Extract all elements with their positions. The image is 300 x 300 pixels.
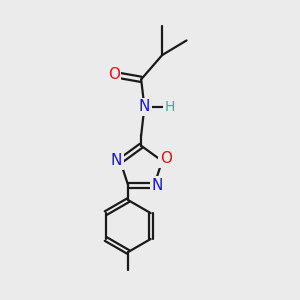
Text: H: H [165,100,175,114]
Text: O: O [160,151,172,166]
Text: O: O [108,67,120,82]
Text: N: N [152,178,163,193]
Text: N: N [111,153,122,168]
Text: N: N [139,99,150,114]
